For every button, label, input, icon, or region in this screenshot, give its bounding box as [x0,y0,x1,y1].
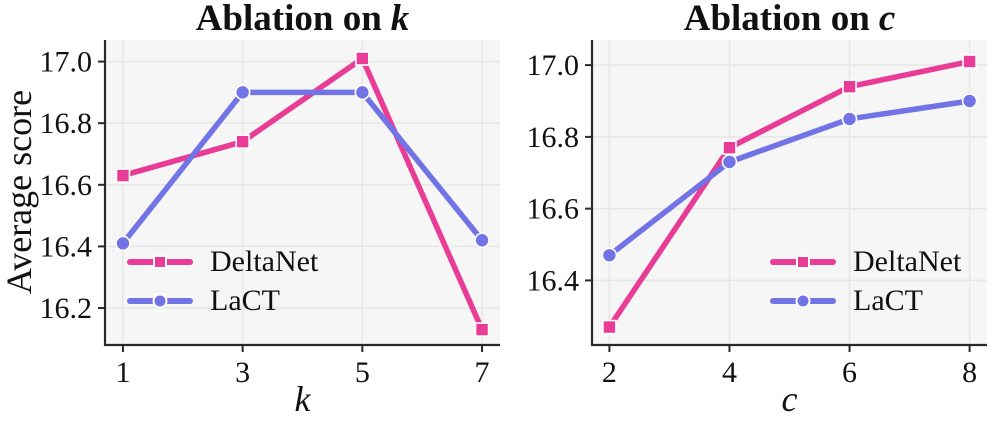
data-point-lact [354,84,371,101]
series-line-lact [606,98,973,259]
circle-marker-icon [152,293,168,309]
data-point-lact [841,111,858,127]
series-line-lact [120,89,485,247]
data-point-lact [474,232,490,249]
chart-title-c: Ablation on c [592,0,987,38]
data-point-deltanet [474,322,490,337]
y-tick-label: 16.8 [40,107,93,140]
y-tick-label: 17.0 [527,49,580,82]
deltanet-line-sample [127,255,193,269]
data-point-lact [721,154,738,170]
plot-canvas-k: 1 3 5 7 16.2 16.4 16.6 16.8 17.0 [40,40,500,389]
chart-title-k: Ablation on k [105,0,500,38]
data-point-deltanet [722,140,737,155]
x-tick-label: 3 [235,356,250,389]
y-tick-label: 17.0 [40,46,93,79]
y-tick-label: 16.4 [40,230,93,263]
lact-line-sample [770,293,836,309]
y-tick-label: 16.6 [40,169,93,202]
data-point-deltanet [115,168,131,183]
data-point-lact [601,247,618,264]
circle-marker-icon [795,293,811,309]
y-tick-label: 16.2 [40,292,93,325]
square-marker-icon [796,255,810,269]
x-axis-label-k: k [294,379,311,419]
legend-label-deltanet: DeltaNet [210,245,319,278]
data-point-deltanet [355,51,370,66]
y-axis-label: Average score [0,89,39,295]
y-tick-label: 16.6 [527,193,580,226]
data-point-deltanet [842,79,857,94]
data-point-deltanet [235,134,250,149]
chart-title-text: Ablation on [195,0,382,39]
legend-label-lact: LaCT [853,284,923,317]
y-tick-label: 16.4 [527,264,580,297]
plot-canvas-c: 2 4 6 8 16.4 16.6 16.8 17.0 [527,40,987,389]
legend-item-lact: LaCT [770,286,961,316]
y-tick-label: 16.8 [527,121,580,154]
legend-label-lact: LaCT [210,284,280,317]
series-line-deltanet [120,55,485,333]
legend-c: DeltaNet LaCT [770,247,961,316]
x-axis-label-c: c [781,379,798,419]
series-line-deltanet [606,58,973,330]
x-tick-label: 4 [722,356,737,389]
deltanet-line-sample [770,255,836,269]
chart-title-variable: c [878,0,896,39]
x-tick-label: 2 [602,356,617,389]
x-tick-label: 1 [115,356,130,389]
data-point-lact [961,93,978,109]
legend-item-deltanet: DeltaNet [127,247,318,277]
data-point-deltanet [602,319,617,335]
chart-title-text: Ablation on [683,0,870,39]
data-point-lact [234,84,251,101]
data-point-lact [115,235,131,252]
chart-ablation-k: 1 3 5 7 16.2 16.4 16.6 16.8 17.0 Ablation on k Av… [0,0,500,419]
x-tick-label: 6 [842,356,857,389]
legend-item-lact: LaCT [127,286,318,316]
chart-ablation-c: 2 4 6 8 16.4 16.6 16.8 17.0 Ablation on c c Delt… [510,0,997,426]
legend-item-deltanet: DeltaNet [770,247,961,277]
chart-title-variable: k [390,0,410,39]
square-marker-icon [153,255,167,269]
x-tick-label: 8 [962,356,977,389]
plot-background [592,40,987,345]
lact-line-sample [127,293,193,309]
legend-k: DeltaNet LaCT [127,247,318,316]
x-tick-label: 5 [355,356,370,389]
data-point-deltanet [962,54,977,69]
legend-label-deltanet: DeltaNet [853,245,962,278]
x-tick-label: 7 [475,356,490,389]
